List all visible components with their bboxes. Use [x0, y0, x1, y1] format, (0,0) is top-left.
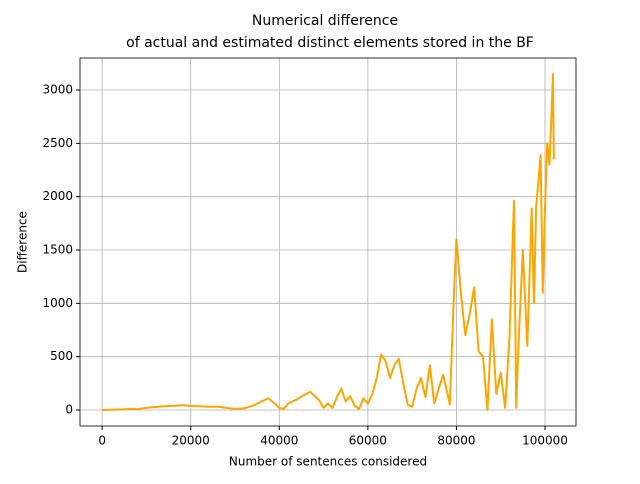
- y-tick-label: 0: [65, 403, 73, 417]
- data-line: [102, 73, 555, 411]
- y-tick-label: 2500: [42, 136, 73, 150]
- y-axis-label: Difference: [16, 211, 30, 273]
- chart-title: Numerical difference: [252, 13, 398, 29]
- x-tick-label: 60000: [349, 434, 387, 448]
- chart-title: of actual and estimated distinct element…: [126, 35, 534, 51]
- y-tick-label: 3000: [42, 83, 73, 97]
- x-tick-label: 0: [98, 434, 106, 448]
- y-tick-label: 500: [50, 349, 73, 363]
- x-tick-label: 20000: [172, 434, 210, 448]
- plot-frame: [79, 57, 577, 427]
- x-tick-label: 40000: [260, 434, 298, 448]
- y-tick-label: 1500: [42, 243, 73, 257]
- y-tick-label: 1000: [42, 296, 73, 310]
- y-tick-label: 2000: [42, 189, 73, 203]
- x-axis-label: Number of sentences considered: [229, 455, 427, 469]
- x-tick-label: 100000: [522, 434, 568, 448]
- x-tick-label: 80000: [437, 434, 475, 448]
